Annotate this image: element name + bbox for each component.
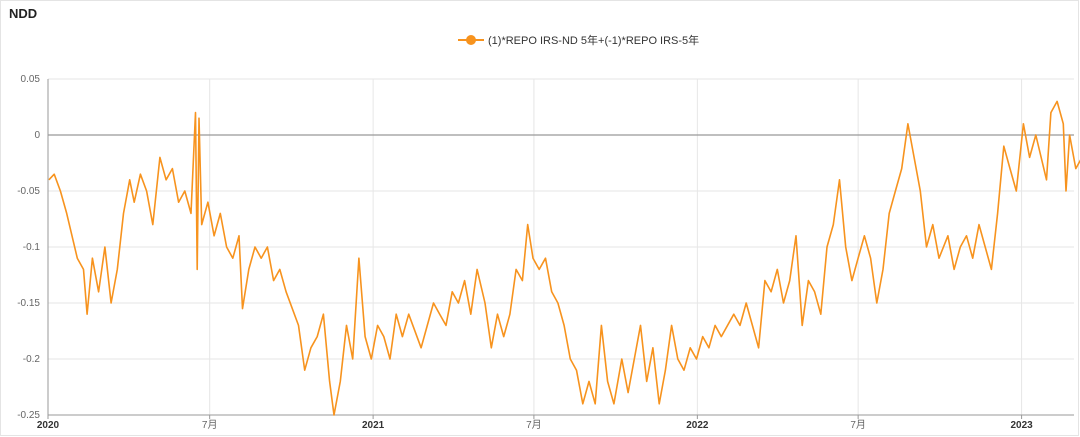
x-tick-label: 2020 [37, 420, 60, 431]
y-tick-label: -0.1 [23, 242, 41, 253]
series-layer [48, 100, 1080, 416]
x-axis-ticks: 2020 7月 2021 7月 2022 7月 2023 [37, 419, 1033, 431]
x-tick-label: 2022 [686, 420, 709, 431]
legend-label: (1)*REPO IRS-ND 5年+(-1)*REPO IRS-5年 [488, 35, 700, 47]
y-tick-label: -0.15 [17, 298, 40, 309]
y-tick-label: 0 [34, 130, 40, 141]
axes [47, 79, 1074, 419]
grid-lines [47, 78, 1074, 416]
chart-title: NDD [9, 6, 38, 21]
y-tick-label: 0.05 [21, 74, 41, 85]
series-line [48, 100, 1080, 416]
x-tick-label: 7月 [850, 419, 866, 431]
legend[interactable]: (1)*REPO IRS-ND 5年+(-1)*REPO IRS-5年 [458, 32, 699, 48]
x-tick-label: 7月 [202, 419, 218, 431]
y-axis-ticks: 0.05 0 -0.05 -0.1 -0.15 -0.2 -0.25 [17, 74, 40, 421]
y-tick-label: -0.05 [17, 186, 40, 197]
legend-dot [466, 35, 476, 45]
y-tick-label: -0.2 [23, 354, 41, 365]
legend-marker-icon [458, 34, 484, 46]
x-tick-label: 7月 [526, 419, 542, 431]
y-tick-label: -0.25 [17, 410, 40, 421]
x-tick-label: 2023 [1010, 420, 1033, 431]
x-tick-label: 2021 [362, 420, 385, 431]
